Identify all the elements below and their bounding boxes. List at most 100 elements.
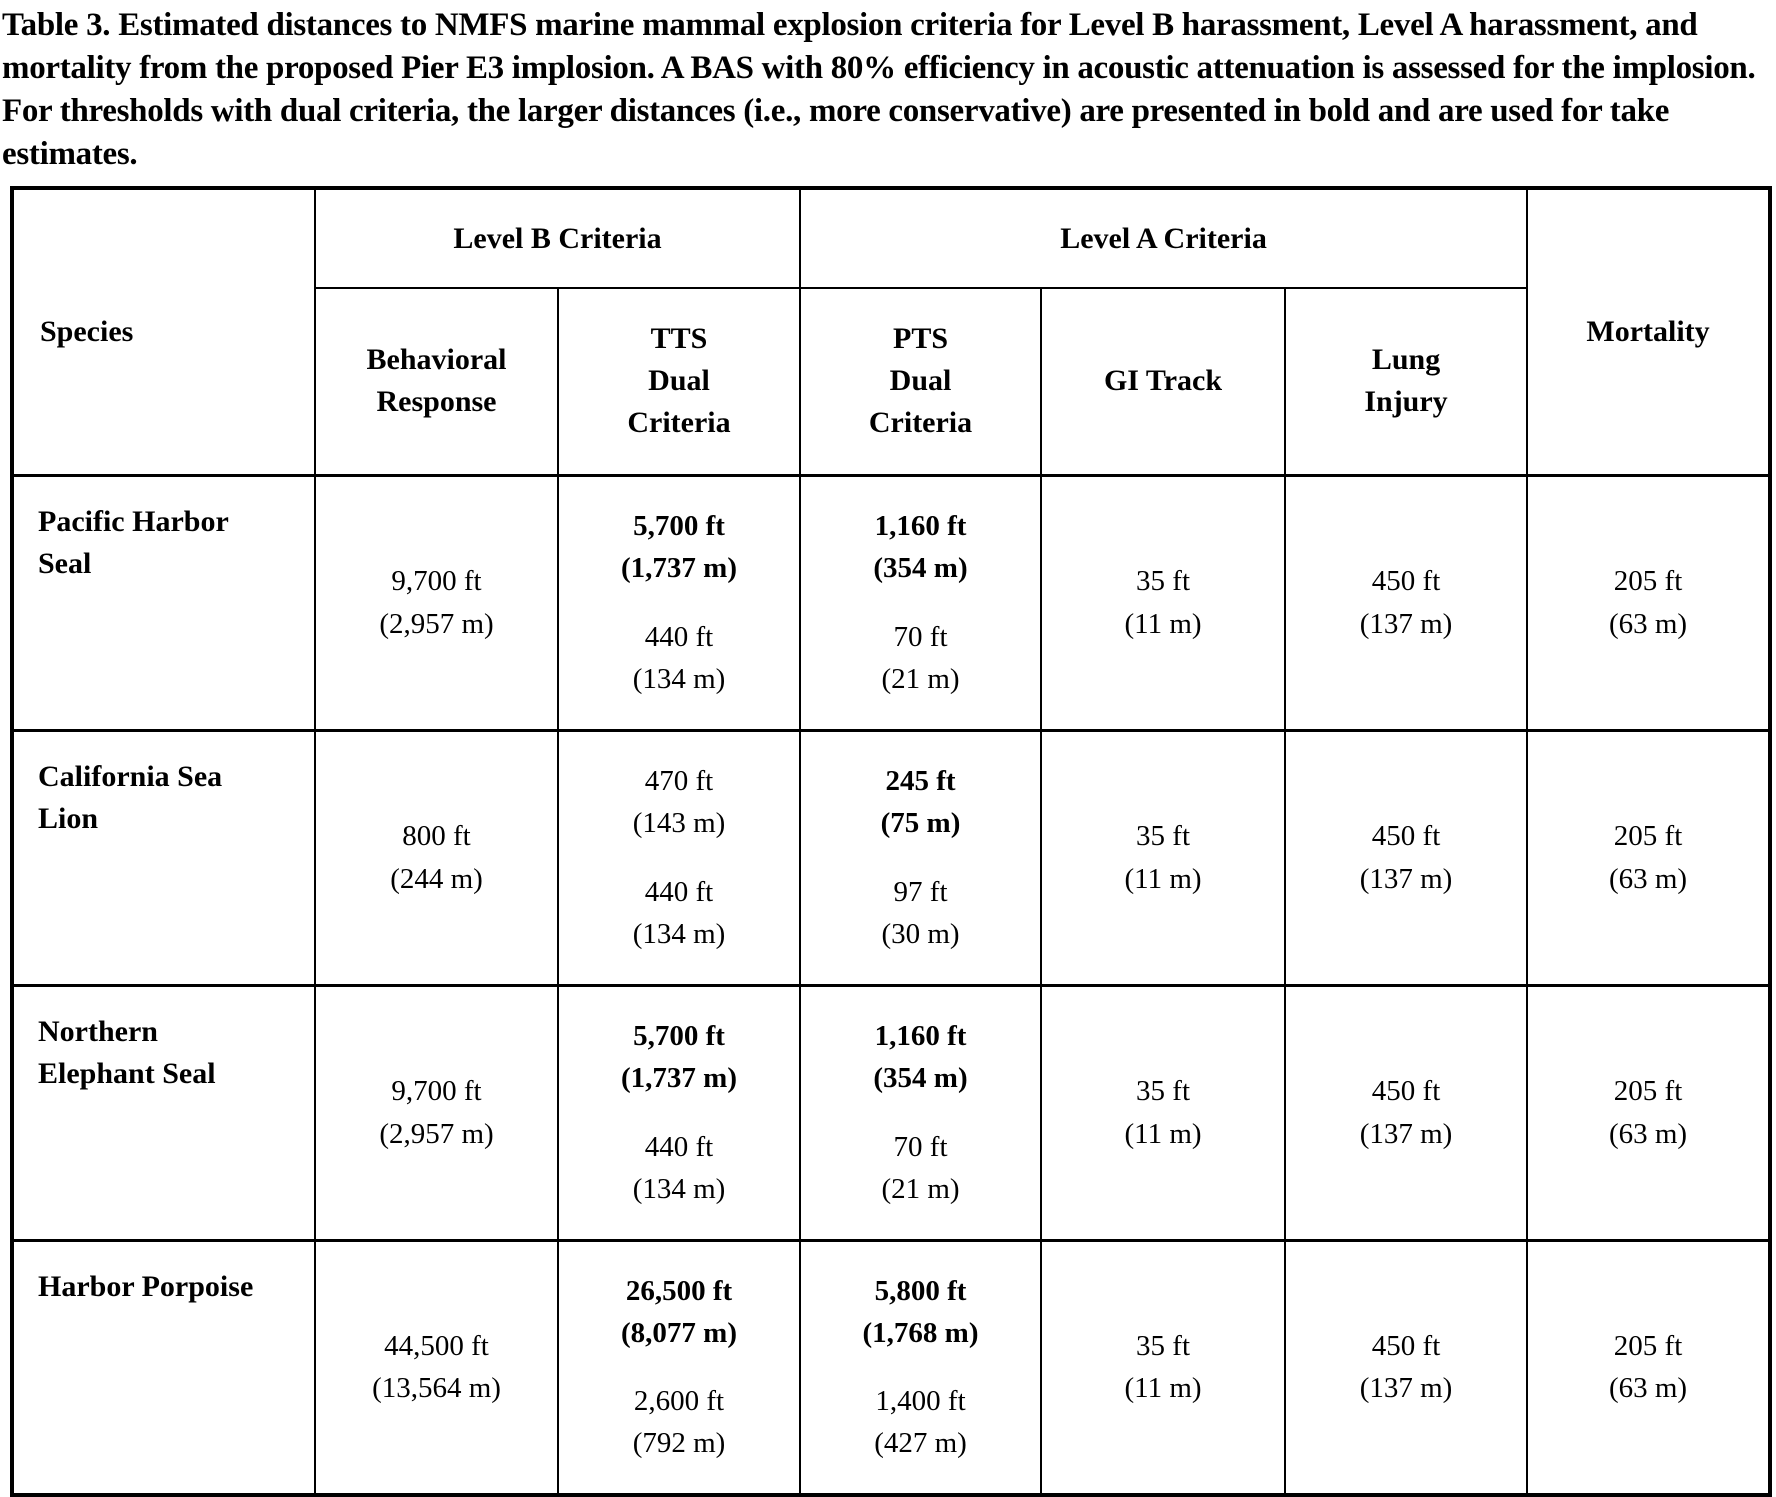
- distance-ft: 26,500 ft: [625, 1275, 733, 1308]
- distance-m: (354 m): [873, 1062, 968, 1095]
- cell-behavioral-response: 9,700 ft (2,957 m): [314, 983, 559, 1241]
- distance-m: (11 m): [1124, 862, 1202, 895]
- col-header-gi-track: GI Track: [1040, 287, 1287, 476]
- col-header-level-a-criteria: Level A Criteria: [799, 187, 1529, 289]
- distance-m: (143 m): [632, 807, 726, 840]
- value-block: 450 ft (137 m): [1286, 1325, 1526, 1409]
- value-block-primary: 245 ft (75 m): [801, 760, 1040, 844]
- distance-ft: 5,700 ft: [633, 510, 725, 543]
- distance-ft: 450 ft: [1371, 1075, 1441, 1108]
- cell-species: California Sea Lion: [11, 728, 316, 986]
- distance-m: (244 m): [390, 862, 483, 895]
- distance-m: (13,564 m): [372, 1372, 501, 1405]
- distance-ft: 450 ft: [1371, 565, 1441, 598]
- distance-ft: 2,600 ft: [633, 1385, 725, 1418]
- table-row-california-sea-lion: California Sea Lion 800 ft (244 m) 470 f…: [11, 728, 1772, 986]
- value-block: 205 ft (63 m): [1528, 560, 1768, 644]
- col-header-label: GI Track: [1103, 364, 1223, 398]
- value-block-primary: 26,500 ft (8,077 m): [559, 1270, 799, 1354]
- col-header-label: TTS Dual Criteria: [627, 322, 731, 440]
- col-header-label: Behavioral Response: [366, 343, 507, 419]
- col-header-level-b-criteria: Level B Criteria: [313, 187, 802, 289]
- cell-tts-dual-criteria: 5,700 ft (1,737 m) 440 ft (134 m): [556, 983, 802, 1241]
- cell-tts-dual-criteria: 26,500 ft (8,077 m) 2,600 ft (792 m): [556, 1238, 802, 1496]
- value-block: 205 ft (63 m): [1528, 815, 1768, 899]
- value-block-primary: 1,160 ft (354 m): [801, 1015, 1040, 1099]
- distance-m: (427 m): [874, 1427, 967, 1460]
- distance-ft: 9,700 ft: [391, 1075, 482, 1108]
- col-header-lung-injury: Lung Injury: [1284, 287, 1529, 476]
- cell-tts-dual-criteria: 470 ft (143 m) 440 ft (134 m): [556, 728, 802, 986]
- value-block: 9,700 ft (2,957 m): [316, 1070, 557, 1154]
- value-block-secondary: 70 ft (21 m): [801, 616, 1040, 700]
- distance-ft: 35 ft: [1136, 565, 1190, 598]
- cell-mortality: 205 ft (63 m): [1526, 728, 1772, 986]
- distance-ft: 245 ft: [885, 765, 956, 798]
- value-block: 205 ft (63 m): [1528, 1325, 1768, 1409]
- col-header-label: Lung Injury: [1364, 343, 1448, 419]
- distance-ft: 44,500 ft: [384, 1330, 489, 1363]
- value-block-primary: 1,160 ft (354 m): [801, 505, 1040, 589]
- value-block: 800 ft (244 m): [316, 815, 557, 899]
- cell-mortality: 205 ft (63 m): [1526, 983, 1772, 1241]
- value-block-secondary: 1,400 ft (427 m): [801, 1380, 1040, 1464]
- cell-mortality: 205 ft (63 m): [1526, 1238, 1772, 1496]
- col-header-behavioral-response: Behavioral Response: [314, 287, 559, 476]
- cell-behavioral-response: 800 ft (244 m): [314, 728, 559, 986]
- distance-m: (137 m): [1359, 1372, 1453, 1405]
- cell-pts-dual-criteria: 245 ft (75 m) 97 ft (30 m): [799, 728, 1043, 986]
- distance-ft: 1,400 ft: [875, 1385, 966, 1418]
- value-block-secondary: 440 ft (134 m): [559, 871, 799, 955]
- distance-m: (354 m): [873, 552, 968, 585]
- distance-m: (137 m): [1359, 607, 1453, 640]
- distance-ft: 205 ft: [1613, 1330, 1683, 1363]
- distance-ft: 440 ft: [644, 1130, 714, 1163]
- distance-ft: 1,160 ft: [874, 510, 967, 543]
- value-block: 35 ft (11 m): [1042, 1325, 1284, 1409]
- value-block-secondary: 2,600 ft (792 m): [559, 1380, 799, 1464]
- cell-species: Pacific Harbor Seal: [11, 473, 316, 731]
- value-block: 35 ft (11 m): [1042, 560, 1284, 644]
- distance-m: (1,737 m): [621, 1062, 737, 1095]
- value-block: 205 ft (63 m): [1528, 1070, 1768, 1154]
- cell-lung-injury: 450 ft (137 m): [1284, 473, 1529, 731]
- document-page: Table 3. Estimated distances to NMFS mar…: [0, 4, 1776, 1497]
- distance-ft: 440 ft: [644, 875, 714, 908]
- cell-gi-track: 35 ft (11 m): [1040, 1238, 1287, 1496]
- cell-species: Harbor Porpoise: [11, 1238, 316, 1496]
- value-block: 450 ft (137 m): [1286, 560, 1526, 644]
- distance-ft: 205 ft: [1613, 820, 1683, 853]
- species-name: California Sea Lion: [38, 759, 223, 835]
- distance-m: (75 m): [880, 807, 961, 840]
- distance-m: (21 m): [881, 662, 960, 695]
- col-header-mortality: Mortality: [1526, 187, 1772, 476]
- table-caption: Table 3. Estimated distances to NMFS mar…: [2, 7, 1756, 172]
- table-row-pacific-harbor-seal: Pacific Harbor Seal 9,700 ft (2,957 m) 5…: [11, 473, 1772, 731]
- distance-m: (63 m): [1608, 862, 1688, 895]
- distance-ft: 5,700 ft: [633, 1020, 725, 1053]
- col-header-label: PTS Dual Criteria: [868, 322, 973, 440]
- value-block-secondary: 70 ft (21 m): [801, 1126, 1040, 1210]
- distance-m: (1,768 m): [862, 1317, 979, 1350]
- distance-m: (137 m): [1359, 1117, 1453, 1150]
- cell-lung-injury: 450 ft (137 m): [1284, 1238, 1529, 1496]
- distance-m: (134 m): [632, 917, 726, 950]
- header-row-groups: Species Level B Criteria Level A Criteri…: [11, 187, 1772, 476]
- distance-m: (792 m): [632, 1427, 726, 1460]
- cell-tts-dual-criteria: 5,700 ft (1,737 m) 440 ft (134 m): [556, 473, 802, 731]
- distance-ft: 5,800 ft: [874, 1275, 967, 1308]
- distance-m: (134 m): [632, 1172, 726, 1205]
- value-block-secondary: 440 ft (134 m): [559, 1126, 799, 1210]
- cell-gi-track: 35 ft (11 m): [1040, 728, 1287, 986]
- value-block-primary: 5,700 ft (1,737 m): [559, 505, 799, 589]
- distance-m: (137 m): [1359, 862, 1453, 895]
- distance-m: (2,957 m): [379, 607, 494, 640]
- value-block: 44,500 ft (13,564 m): [316, 1325, 557, 1409]
- cell-behavioral-response: 44,500 ft (13,564 m): [314, 1238, 559, 1496]
- distance-m: (63 m): [1608, 1372, 1688, 1405]
- distance-m: (2,957 m): [379, 1117, 494, 1150]
- distance-m: (30 m): [881, 917, 960, 950]
- col-header-species: Species: [11, 187, 316, 476]
- value-block: 35 ft (11 m): [1042, 815, 1284, 899]
- value-block-primary: 5,800 ft (1,768 m): [801, 1270, 1040, 1354]
